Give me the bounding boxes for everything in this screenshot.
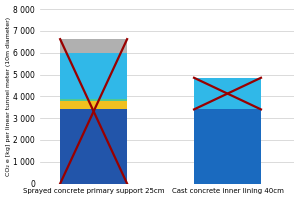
- Bar: [194, 109, 261, 184]
- Bar: [60, 99, 127, 101]
- Bar: [60, 101, 127, 109]
- Y-axis label: CO₂ e [kg] per linear tunnel meter (10m diameter): CO₂ e [kg] per linear tunnel meter (10m …: [6, 17, 10, 176]
- Bar: [60, 109, 127, 184]
- Bar: [194, 78, 261, 109]
- Bar: [60, 39, 127, 53]
- Bar: [60, 53, 127, 99]
